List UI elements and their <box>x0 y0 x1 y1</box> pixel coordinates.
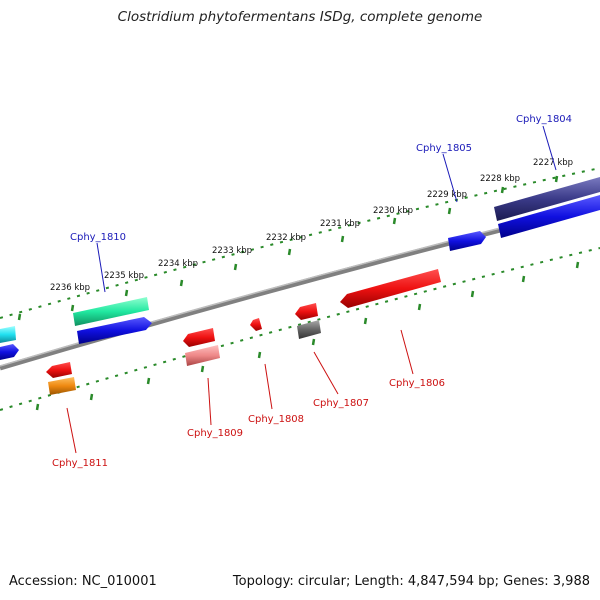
gene-cphy-1811-orange[interactable] <box>48 377 76 395</box>
gene-label-cphy-1809[interactable]: Cphy_1809 <box>187 428 243 439</box>
gene-cphy-1808[interactable] <box>250 318 262 331</box>
gene-label-cphy-1806[interactable]: Cphy_1806 <box>389 378 445 389</box>
outer-major-ticks <box>17 175 559 321</box>
gene-label-cphy-1808[interactable]: Cphy_1808 <box>248 414 304 425</box>
topology-label: Topology: circular; Length: 4,847,594 bp… <box>232 574 590 589</box>
gene-label-cphy-1810[interactable]: Cphy_1810 <box>70 232 126 243</box>
outer-tick-ring <box>0 167 600 319</box>
tick-label: 2232 kbp <box>266 233 306 243</box>
tick-label: 2234 kbp <box>158 259 198 269</box>
gene-cphy-1810-teal[interactable] <box>73 297 149 326</box>
gene-cphy-1809-pink[interactable] <box>185 345 220 366</box>
gene-cphy-1806[interactable] <box>340 269 441 308</box>
tick-label: 2236 kbp <box>50 283 90 293</box>
inner-tick-ring <box>0 247 600 411</box>
tick-label: 2233 kbp <box>212 246 252 256</box>
inner-major-ticks <box>35 261 580 411</box>
minus-leader-lines <box>66 329 414 454</box>
tick-label: 2230 kbp <box>373 206 413 216</box>
gene-cphy-1804[interactable] <box>494 177 600 221</box>
gene-blue-left[interactable] <box>0 344 19 360</box>
tick-label: 2229 kbp <box>427 190 467 200</box>
map-title: Clostridium phytofermentans ISDg, comple… <box>117 9 483 25</box>
gene-blue-outer[interactable] <box>498 195 600 238</box>
gene-cphy-1807-gray[interactable] <box>297 320 321 339</box>
gene-cphy-1807[interactable] <box>295 303 318 320</box>
gene-label-cphy-1811[interactable]: Cphy_1811 <box>52 458 108 469</box>
gene-label-cphy-1807[interactable]: Cphy_1807 <box>313 398 369 409</box>
gene-cyan-left[interactable] <box>0 326 16 343</box>
gene-label-cphy-1805[interactable]: Cphy_1805 <box>416 143 472 154</box>
gene-cphy-1810-blue[interactable] <box>77 317 152 344</box>
gene-cphy-1811[interactable] <box>46 362 72 378</box>
tick-label: 2227 kbp <box>533 158 573 168</box>
gene-cphy-1809[interactable] <box>183 328 215 347</box>
tick-label: 2228 kbp <box>480 174 520 184</box>
gene-cphy-1805[interactable] <box>448 231 486 251</box>
tick-label: 2235 kbp <box>104 271 144 281</box>
gene-label-cphy-1804[interactable]: Cphy_1804 <box>516 114 572 125</box>
plus-leader-lines <box>96 125 557 293</box>
tick-label: 2231 kbp <box>320 219 360 229</box>
accession-label: Accession: NC_010001 <box>9 574 157 589</box>
